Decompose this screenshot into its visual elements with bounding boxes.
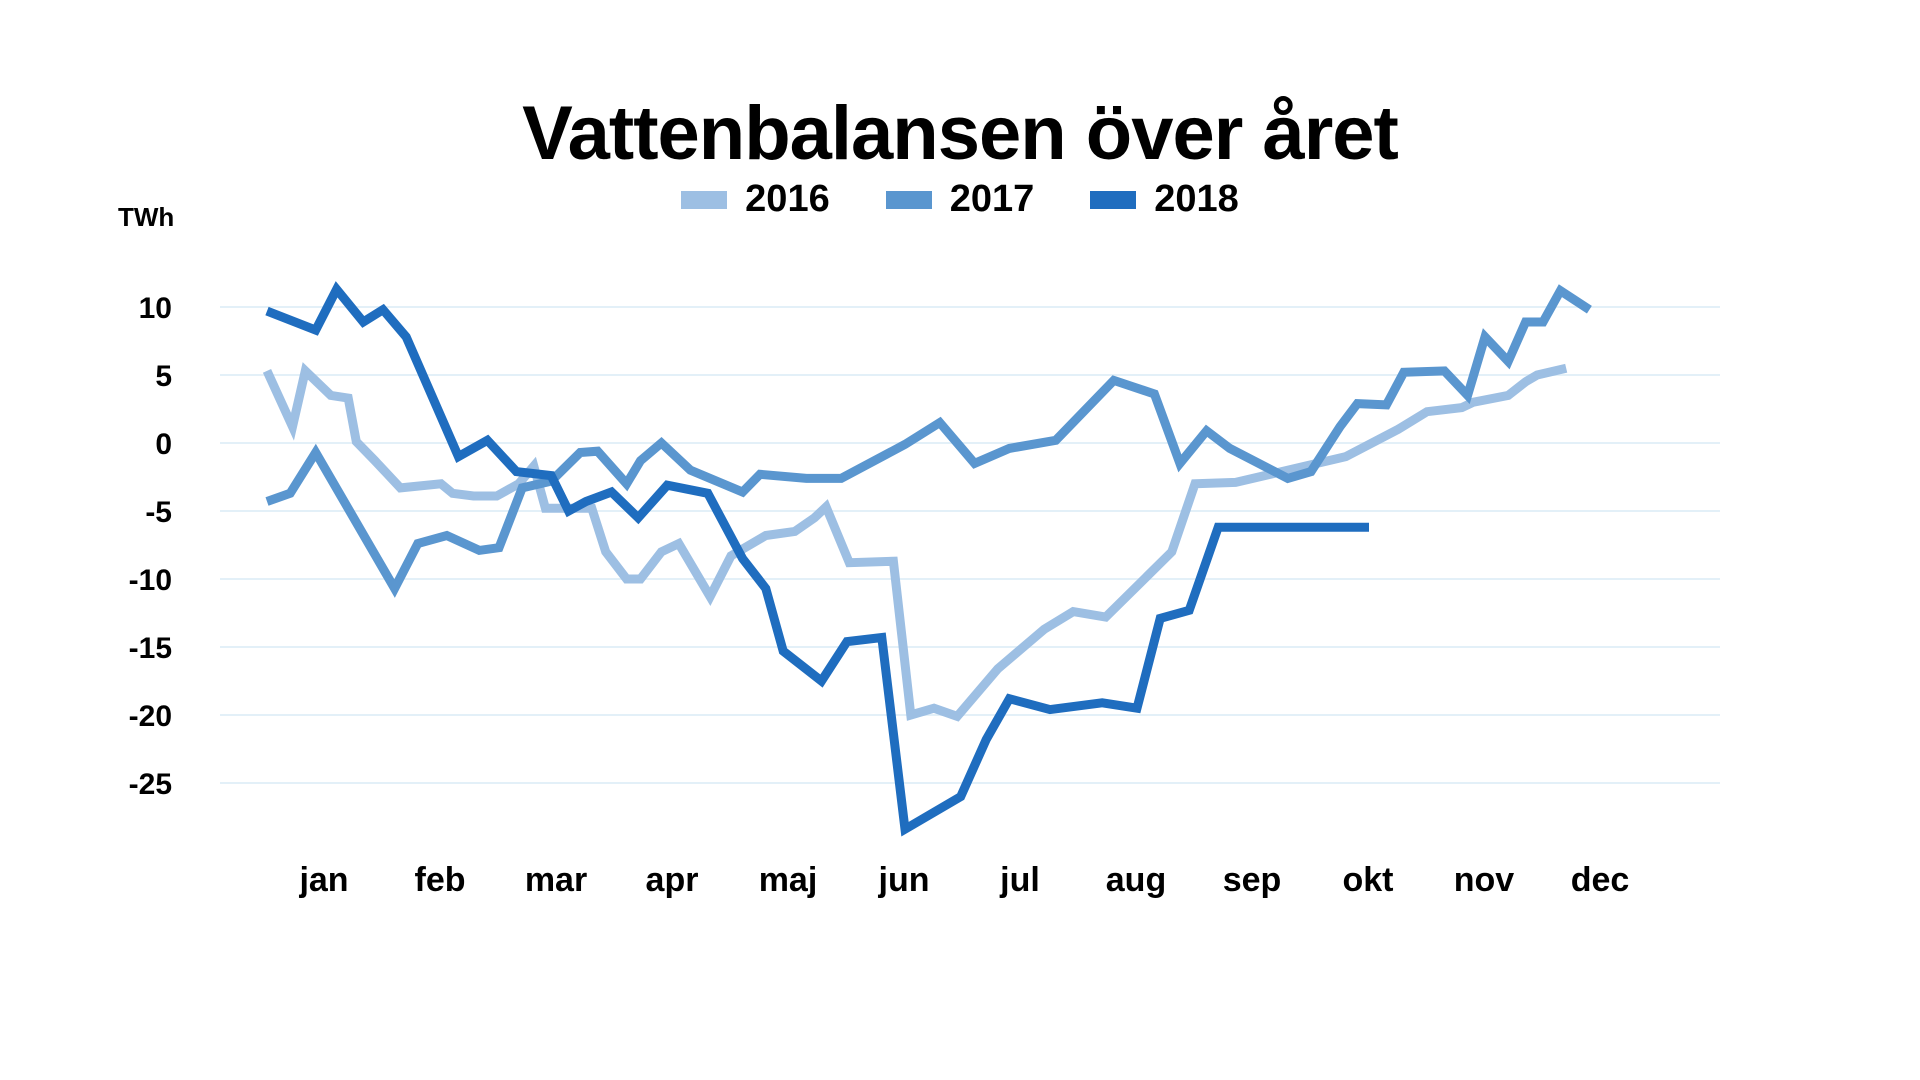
x-tick-label-jun: jun: [878, 861, 930, 899]
y-tick-label: -10: [129, 564, 172, 597]
series-line-2016: [262, 362, 1568, 722]
y-tick-label: 10: [139, 292, 172, 325]
y-tick-label: -15: [129, 632, 172, 665]
legend-swatch-2016: [681, 190, 728, 209]
series-line-2018: [265, 281, 1369, 837]
y-tick-label: -20: [129, 700, 172, 733]
y-axis-ticks: 10 5 0 -5 -10 -15 -20 -25: [129, 292, 172, 801]
y-tick-label: 0: [155, 428, 172, 461]
series-line-2017: [265, 284, 1592, 598]
x-tick-label-mar: mar: [525, 861, 587, 899]
y-tick-label: 5: [155, 360, 172, 393]
x-tick-label-nov: nov: [1454, 861, 1515, 899]
y-tick-label: -5: [145, 496, 172, 529]
legend-label-2018: 2018: [1154, 178, 1239, 220]
legend: 2016 2017 2018: [0, 178, 1920, 221]
chart-title: Vattenbalansen över året: [522, 91, 1399, 176]
legend-item-2018: 2018: [1090, 178, 1239, 221]
x-tick-label-okt: okt: [1343, 861, 1394, 899]
legend-label-2016: 2016: [745, 178, 830, 220]
legend-item-2016: 2016: [681, 178, 830, 221]
y-axis-unit-label: TWh: [118, 202, 174, 232]
x-tick-label-sep: sep: [1223, 861, 1282, 899]
x-tick-label-dec: dec: [1571, 861, 1630, 899]
x-tick-label-apr: apr: [646, 861, 699, 899]
series-lines: [262, 281, 1592, 837]
legend-item-2017: 2017: [885, 178, 1035, 221]
gridlines: [220, 306, 1720, 784]
x-tick-label-jan: jan: [298, 861, 348, 899]
x-axis-ticks: jan feb mar apr maj jun jul aug sep okt nov dec: [298, 861, 1629, 899]
x-tick-label-maj: maj: [759, 861, 818, 899]
legend-label-2017: 2017: [949, 178, 1035, 220]
y-tick-label: -25: [129, 768, 172, 801]
legend-swatch-2018: [1090, 190, 1137, 209]
legend-swatch-2017: [885, 190, 932, 209]
x-tick-label-aug: aug: [1106, 861, 1166, 899]
x-tick-label-jul: jul: [999, 861, 1040, 899]
x-tick-label-feb: feb: [415, 861, 466, 899]
